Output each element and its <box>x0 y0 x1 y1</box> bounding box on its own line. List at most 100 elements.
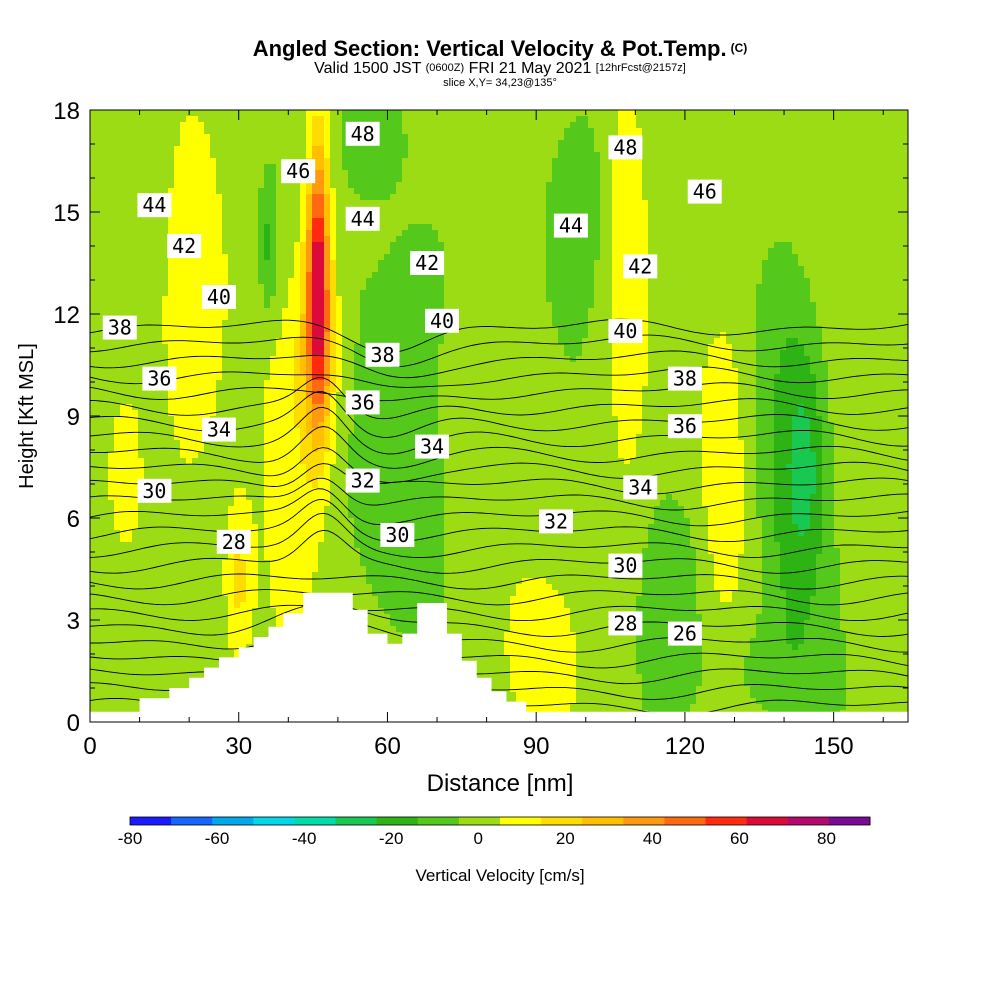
velocity-cell <box>732 302 739 309</box>
velocity-cell <box>600 230 607 237</box>
velocity-cell <box>582 152 589 159</box>
velocity-cell <box>342 206 349 213</box>
velocity-cell <box>120 110 127 117</box>
velocity-cell <box>132 146 139 153</box>
velocity-cell <box>648 182 655 189</box>
velocity-cell <box>870 128 877 135</box>
velocity-cell <box>834 242 841 249</box>
velocity-cell <box>336 152 343 159</box>
velocity-cell <box>180 200 187 207</box>
velocity-cell <box>258 122 265 129</box>
velocity-cell <box>726 170 733 177</box>
velocity-cell <box>582 320 589 327</box>
velocity-cell <box>786 242 793 249</box>
velocity-cell <box>870 260 877 267</box>
velocity-cell <box>570 284 577 291</box>
velocity-cell <box>378 320 385 327</box>
velocity-cell <box>462 302 469 309</box>
velocity-cell <box>462 194 469 201</box>
velocity-cell <box>708 260 715 267</box>
velocity-cell <box>264 302 271 309</box>
velocity-cell <box>252 284 259 291</box>
velocity-cell <box>312 176 319 183</box>
velocity-cell <box>840 110 847 117</box>
velocity-cell <box>906 182 908 189</box>
velocity-cell <box>372 182 379 189</box>
velocity-cell <box>276 284 283 291</box>
velocity-cell <box>654 116 661 123</box>
velocity-cell <box>522 128 529 135</box>
velocity-cell <box>330 230 337 237</box>
velocity-cell <box>798 194 805 201</box>
velocity-cell <box>234 122 241 129</box>
velocity-cell <box>294 290 301 297</box>
velocity-cell <box>498 188 505 195</box>
velocity-cell <box>120 266 127 273</box>
velocity-cell <box>708 224 715 231</box>
velocity-cell <box>858 176 865 183</box>
velocity-cell <box>390 224 397 231</box>
velocity-cell <box>576 266 583 273</box>
velocity-cell <box>636 182 643 189</box>
velocity-cell <box>618 164 625 171</box>
velocity-cell <box>534 188 541 195</box>
velocity-cell <box>756 236 763 243</box>
velocity-cell <box>450 164 457 171</box>
velocity-cell <box>114 302 121 309</box>
velocity-cell <box>156 122 163 129</box>
velocity-cell <box>222 326 229 333</box>
velocity-cell <box>810 146 817 153</box>
velocity-cell <box>276 326 283 333</box>
velocity-cell <box>582 266 589 273</box>
velocity-cell <box>762 110 769 117</box>
velocity-cell <box>600 152 607 159</box>
velocity-cell <box>624 176 631 183</box>
velocity-cell <box>222 320 229 327</box>
velocity-cell <box>504 320 511 327</box>
velocity-cell <box>804 182 811 189</box>
velocity-cell <box>150 152 157 159</box>
velocity-cell <box>222 158 229 165</box>
velocity-cell <box>180 218 187 225</box>
velocity-cell <box>540 200 547 207</box>
velocity-cell <box>522 182 529 189</box>
velocity-cell <box>222 212 229 219</box>
velocity-cell <box>318 128 325 135</box>
velocity-cell <box>666 278 673 285</box>
velocity-cell <box>546 302 553 309</box>
velocity-cell <box>624 188 631 195</box>
velocity-cell <box>738 164 745 171</box>
velocity-cell <box>630 278 637 285</box>
velocity-cell <box>654 200 661 207</box>
velocity-cell <box>210 218 217 225</box>
velocity-cell <box>630 218 637 225</box>
velocity-cell <box>270 182 277 189</box>
velocity-cell <box>654 170 661 177</box>
velocity-cell <box>216 254 223 261</box>
velocity-cell <box>474 128 481 135</box>
velocity-cell <box>294 284 301 291</box>
velocity-cell <box>666 176 673 183</box>
velocity-cell <box>486 296 493 303</box>
velocity-cell <box>852 116 859 123</box>
velocity-cell <box>258 152 265 159</box>
velocity-cell <box>882 164 889 171</box>
velocity-cell <box>186 212 193 219</box>
velocity-cell <box>780 290 787 297</box>
velocity-cell <box>738 308 745 315</box>
velocity-cell <box>276 266 283 273</box>
velocity-cell <box>660 158 667 165</box>
velocity-cell <box>102 134 109 141</box>
velocity-cell <box>684 266 691 273</box>
velocity-cell <box>294 146 301 153</box>
velocity-cell <box>150 170 157 177</box>
velocity-cell <box>240 116 247 123</box>
velocity-cell <box>102 146 109 153</box>
velocity-cell <box>336 146 343 153</box>
velocity-cell <box>162 254 169 261</box>
velocity-cell <box>510 284 517 291</box>
velocity-cell <box>312 164 319 171</box>
velocity-cell <box>792 218 799 225</box>
velocity-cell <box>384 308 391 315</box>
velocity-cell <box>534 182 541 189</box>
